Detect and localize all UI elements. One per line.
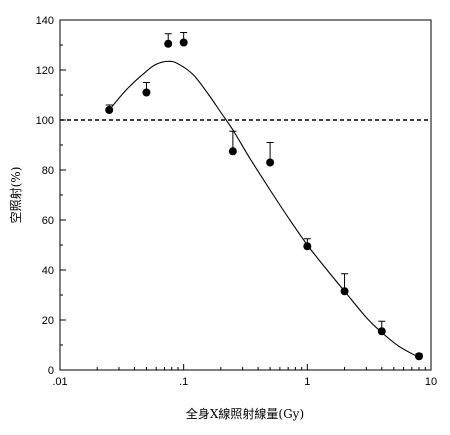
y-tick-label: 40 <box>42 265 54 277</box>
data-point <box>266 158 275 167</box>
point-layer <box>105 38 424 361</box>
curve-layer <box>108 60 420 358</box>
data-point <box>228 147 237 156</box>
plot-frame <box>59 19 432 371</box>
data-point <box>142 88 151 97</box>
y-tick-label: 80 <box>42 165 54 177</box>
plot-border <box>59 19 432 371</box>
y-tick-label: 20 <box>42 315 54 327</box>
data-point <box>415 352 424 361</box>
y-tick-label: 120 <box>36 65 54 77</box>
y-tick-label: 140 <box>36 15 54 27</box>
data-point <box>164 39 173 48</box>
fit-curve <box>108 60 420 358</box>
x-axis-ticks: .01 .1 1 10 <box>52 364 437 388</box>
x-axis-title: 全身X線照射線量(Gy) <box>186 406 304 421</box>
y-tick-label: 0 <box>48 365 54 377</box>
x-tick-label: 1 <box>304 376 310 388</box>
y-axis-ticks: 0 20 40 60 80 100 120 140 <box>36 15 66 377</box>
data-point <box>377 327 386 336</box>
x-tick-label: .1 <box>179 376 188 388</box>
data-point <box>340 287 349 296</box>
data-point <box>179 38 188 47</box>
y-axis-title: 空照射(%) <box>8 167 23 224</box>
x-tick-label: 10 <box>425 376 437 388</box>
data-point <box>105 106 114 114</box>
y-tick-label: 60 <box>42 215 54 227</box>
y-tick-label: 100 <box>36 115 54 127</box>
errorbar-layer <box>105 32 423 357</box>
x-tick-label: .01 <box>52 376 67 388</box>
data-point <box>303 242 312 251</box>
